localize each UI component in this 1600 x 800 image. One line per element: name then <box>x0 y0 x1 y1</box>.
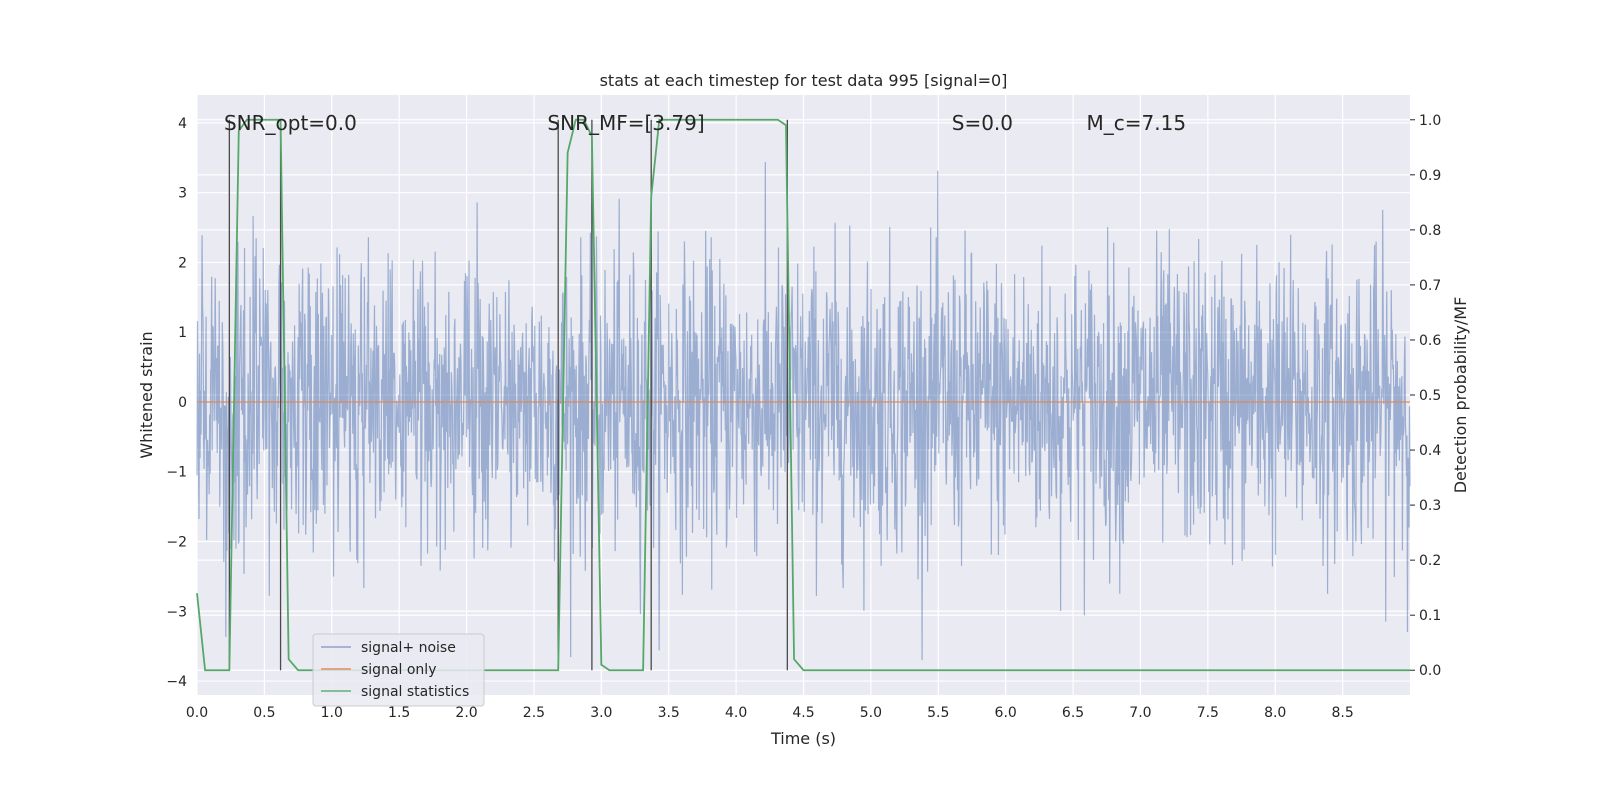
annotation-s: S=0.0 <box>952 111 1013 135</box>
y-left-tick-label: −3 <box>166 604 187 620</box>
y-right-tick-label: 0.3 <box>1419 498 1441 514</box>
axes: 0.0 0.5 1.0 1.5 2.0 2.5 3.0 3.5 4.0 4.5 5.0 5.5 6.0 6… <box>166 113 1441 721</box>
x-tick-label: 4.0 <box>725 705 747 721</box>
y-right-tick-label: 0.5 <box>1419 388 1441 404</box>
series-signal-statistics <box>196 118 1410 672</box>
y-right-tick-label: 0.4 <box>1419 443 1441 459</box>
annotations: SNR_opt=0.0 SNR_MF=[3.79] S=0.0 M_c=7.15 <box>224 111 1186 135</box>
x-tick-label: 4.5 <box>792 705 814 721</box>
y-right-tick-label: 0.8 <box>1419 223 1441 239</box>
x-tick-label: 7.5 <box>1197 705 1219 721</box>
x-tick-label: 8.0 <box>1264 705 1286 721</box>
x-tick-label: 6.5 <box>1062 705 1084 721</box>
y-left-tick-label: 3 <box>178 186 187 202</box>
legend-entry-signal-noise: signal+ noise <box>361 640 456 656</box>
x-tick-label: 2.0 <box>455 705 477 721</box>
y-right-tick-label: 0.0 <box>1419 663 1441 679</box>
y-left-tick-label: −2 <box>166 535 187 551</box>
y-left-tick-label: 2 <box>178 255 187 271</box>
y-axis-right-label: Detection probability/MF <box>1451 297 1470 494</box>
annotation-snr-mf: SNR_MF=[3.79] <box>547 111 704 135</box>
x-tick-label: 8.5 <box>1331 705 1353 721</box>
legend: signal+ noise signal only signal statist… <box>312 633 485 707</box>
annotation-mc: M_c=7.15 <box>1087 111 1187 135</box>
x-tick-label: 5.0 <box>860 705 882 721</box>
y-axis-left-label: Whitened strain <box>137 331 156 458</box>
legend-box <box>312 633 485 707</box>
y-left-tick-label: −1 <box>166 465 187 481</box>
series-signal-noise <box>196 162 1411 661</box>
y-left-tick-label: −4 <box>166 674 187 690</box>
signal-noise-line <box>196 162 1411 661</box>
x-tick-label: 5.5 <box>927 705 949 721</box>
y-right-tick-label: 0.6 <box>1419 333 1441 349</box>
y-right-tick-label: 0.2 <box>1419 553 1441 569</box>
legend-entry-signal-only: signal only <box>361 662 436 678</box>
chart-title: stats at each timestep for test data 995… <box>600 71 1008 90</box>
signal-statistics-line <box>196 118 1410 672</box>
x-axis-label: Time (s) <box>770 729 836 748</box>
x-tick-label: 0.5 <box>253 705 275 721</box>
y-left-tick-label: 4 <box>178 116 187 132</box>
legend-entry-signal-statistics: signal statistics <box>361 684 469 700</box>
x-tick-label: 6.0 <box>995 705 1017 721</box>
x-tick-label: 1.0 <box>321 705 343 721</box>
x-tick-label: 3.5 <box>658 705 680 721</box>
y-right-tick-label: 1.0 <box>1419 113 1441 129</box>
x-tick-label: 7.0 <box>1129 705 1151 721</box>
y-left-tick-label: 1 <box>178 325 187 341</box>
x-tick-label: 1.5 <box>388 705 410 721</box>
x-tick-label: 0.0 <box>186 705 208 721</box>
y-right-tick-label: 0.7 <box>1419 278 1441 294</box>
y-right-tick-label: 0.1 <box>1419 608 1441 624</box>
y-right-tick-label: 0.9 <box>1419 168 1441 184</box>
x-tick-label: 3.0 <box>590 705 612 721</box>
x-tick-label: 2.5 <box>523 705 545 721</box>
y-left-tick-label: 0 <box>178 395 187 411</box>
annotation-snr-opt: SNR_opt=0.0 <box>224 111 357 135</box>
